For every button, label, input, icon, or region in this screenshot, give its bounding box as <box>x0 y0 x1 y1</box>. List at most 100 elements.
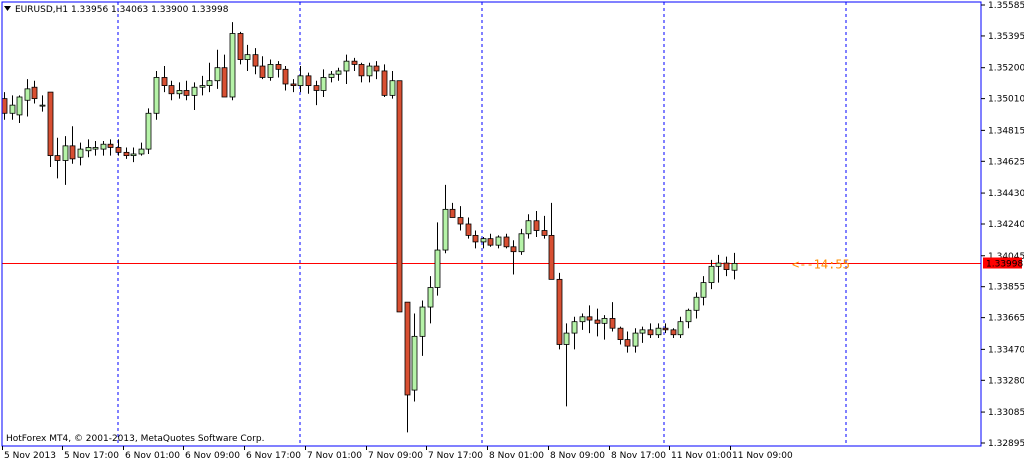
candle-body <box>214 67 221 82</box>
candle-body <box>123 151 130 157</box>
candle-body <box>259 65 266 78</box>
time-tick-label: 11 Nov 09:00 <box>732 451 793 461</box>
candle-body <box>731 263 738 271</box>
candle <box>389 70 396 99</box>
candle <box>161 66 168 93</box>
candle <box>206 62 213 93</box>
candle <box>9 95 16 120</box>
candle <box>396 80 403 313</box>
price-tick-label: 1.34815 <box>988 126 1024 136</box>
candle <box>259 56 266 80</box>
candle <box>655 323 662 338</box>
candlestick-series <box>1 22 738 433</box>
candle-body <box>335 70 342 75</box>
candle-body <box>282 68 289 85</box>
candle-body <box>358 64 365 77</box>
candle-body <box>715 262 722 267</box>
candle <box>297 66 304 93</box>
candle-body <box>457 217 464 225</box>
candle <box>313 80 320 106</box>
candle-body <box>1 98 8 114</box>
time-axis[interactable]: 5 Nov 2013 5 Nov 17:00 6 Nov 01:00 6 Nov 09… <box>2 446 793 461</box>
candle <box>617 326 624 345</box>
candle <box>123 147 130 159</box>
candle <box>442 184 449 254</box>
candle-body <box>601 318 608 324</box>
candle-body <box>381 70 388 96</box>
candle <box>153 70 160 120</box>
candle <box>62 136 69 185</box>
candle <box>343 54 350 84</box>
candle <box>31 80 38 104</box>
candle <box>275 61 282 78</box>
candle <box>419 300 426 356</box>
candle <box>221 54 228 98</box>
candle <box>373 61 380 80</box>
candle <box>237 31 244 65</box>
candle-body <box>237 33 244 60</box>
candle-body <box>69 145 76 160</box>
candle-body <box>609 318 616 329</box>
candle-body <box>351 60 358 65</box>
price-tick-label: 1.33470 <box>988 345 1024 355</box>
candle-body <box>434 249 441 288</box>
candle-body <box>153 77 160 114</box>
candle-body <box>594 319 601 324</box>
candle-body <box>373 65 380 72</box>
candle <box>670 328 677 338</box>
candle-body <box>275 64 282 70</box>
symbol-header: EURUSD,H1 1.33956 1.34063 1.33900 1.3399… <box>15 5 229 15</box>
candle-body <box>77 148 84 158</box>
candle <box>168 80 175 101</box>
candle <box>290 79 297 93</box>
price-tick-label: 1.33855 <box>988 283 1024 293</box>
candle <box>130 147 137 163</box>
time-tick-label: 8 Nov 01:00 <box>489 451 544 461</box>
candle-body <box>639 329 646 334</box>
candle-body <box>541 230 548 236</box>
candle <box>115 139 122 156</box>
candle-body <box>62 145 69 161</box>
candle-body <box>655 327 662 336</box>
candle-body <box>510 246 517 253</box>
chart-frame <box>1 1 982 447</box>
candle-body <box>85 147 92 152</box>
candle <box>16 95 23 124</box>
price-tick-label: 1.32895 <box>988 439 1024 449</box>
candle <box>594 308 601 337</box>
candle <box>107 139 114 156</box>
candle-body <box>624 339 631 347</box>
candle-body <box>396 80 403 313</box>
candle <box>586 305 593 334</box>
candle <box>85 139 92 158</box>
candle-body <box>39 104 46 107</box>
candle-body <box>305 75 312 86</box>
candle <box>335 67 342 81</box>
triangle-down-icon[interactable] <box>4 6 11 11</box>
price-axis[interactable]: 1.35585 1.35395 1.35200 1.35010 1.34815 1.346… <box>981 1 1024 449</box>
candle <box>176 82 183 99</box>
candle <box>351 57 358 71</box>
candle <box>700 276 707 306</box>
candle-body <box>465 223 472 236</box>
price-tick-label: 1.34045 <box>988 252 1024 262</box>
candle-body <box>54 155 61 161</box>
candle-body <box>244 54 251 60</box>
candle-body <box>442 208 449 251</box>
candle-body <box>252 54 259 67</box>
candle <box>252 48 259 75</box>
candle <box>358 62 365 83</box>
candle-body <box>176 90 183 95</box>
candle-body <box>404 301 411 396</box>
candle-body <box>723 262 730 270</box>
candle-body <box>503 236 510 248</box>
candle <box>267 59 274 81</box>
candle-body <box>183 90 190 96</box>
candle <box>457 206 464 231</box>
candle <box>639 326 646 343</box>
candle <box>541 215 548 239</box>
time-tick-label: 7 Nov 17:00 <box>428 451 483 461</box>
candle-body <box>449 208 456 218</box>
candle <box>624 331 631 353</box>
